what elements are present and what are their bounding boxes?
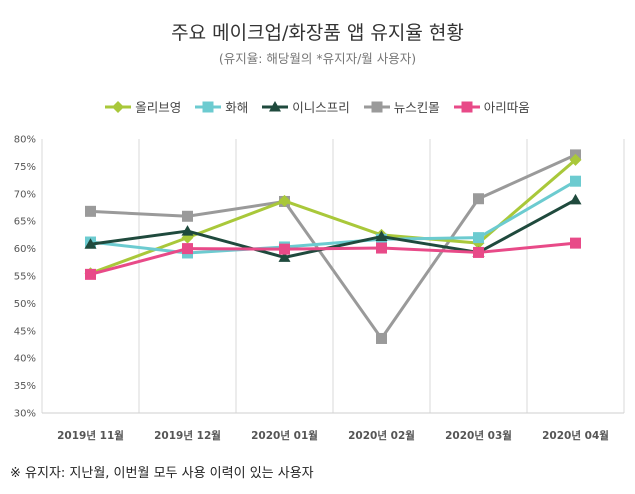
x-tick-label: 2020년 04월 [542, 429, 609, 442]
y-tick-label: 65% [14, 217, 36, 228]
legend-swatch-marker [461, 101, 473, 112]
y-tick-label: 45% [14, 326, 36, 337]
data-point [570, 237, 581, 249]
data-point [279, 243, 290, 255]
x-tick-label: 2020년 03월 [445, 429, 512, 442]
x-tick-label: 2019년 12월 [154, 429, 221, 442]
legend-label: 올리브영 [135, 100, 182, 115]
data-point [570, 175, 581, 187]
y-tick-label: 80% [14, 135, 36, 146]
legend-swatch-icon [453, 101, 480, 112]
legend-swatch-icon [105, 100, 132, 113]
legend-label: 아리따움 [483, 100, 530, 115]
data-point [376, 242, 387, 254]
data-point [85, 205, 96, 217]
data-point [84, 238, 97, 249]
y-tick-label: 70% [14, 189, 36, 200]
legend-item: 아리따움 [453, 97, 530, 116]
legend-swatch-marker [202, 101, 214, 112]
data-point [473, 246, 484, 258]
y-tick-label: 50% [14, 299, 36, 310]
data-point [473, 232, 484, 244]
legend-label: 이니스프리 [292, 100, 350, 115]
data-point [473, 193, 484, 205]
series-line [90, 179, 577, 255]
data-point [569, 153, 582, 166]
y-tick-label: 75% [14, 162, 36, 173]
y-tick-label: 55% [14, 272, 36, 283]
series-line [90, 241, 576, 276]
data-point [182, 243, 193, 255]
legend-label: 뉴스킨몰 [393, 100, 440, 115]
legend-item: 이니스프리 [262, 97, 350, 116]
x-tick-label: 2020년 01월 [251, 429, 318, 442]
y-tick-label: 40% [14, 354, 36, 365]
y-tick-label: 35% [14, 381, 36, 392]
footnote: ※ 유지자: 지난월, 이번월 모두 사용 이력이 있는 사용자 [10, 466, 314, 481]
legend-swatch-marker [269, 100, 282, 111]
y-tick-label: 30% [14, 409, 36, 420]
data-point [278, 251, 291, 262]
legend-item: 화해 [195, 97, 248, 116]
legend-swatch-icon [363, 101, 390, 112]
x-tick-label: 2019년 11월 [57, 429, 124, 442]
legend-item: 뉴스킨몰 [363, 97, 440, 116]
y-tick-label: 60% [14, 244, 36, 255]
legend-item: 올리브영 [105, 97, 181, 116]
legend-label: 화해 [225, 100, 249, 115]
series-line [90, 198, 577, 259]
data-point [182, 210, 193, 222]
legend-swatch-icon [262, 100, 289, 111]
data-point [278, 194, 291, 207]
legend-swatch-icon [195, 101, 222, 112]
series-line [90, 153, 577, 340]
x-tick-label: 2020년 02월 [348, 429, 415, 442]
data-point [181, 225, 194, 236]
legend-swatch-marker [112, 100, 125, 113]
chart-legend: 올리브영 화해 이니스프리 뉴스킨몰 아리따움 [0, 97, 635, 116]
data-point [85, 268, 96, 280]
chart-title: 주요 메이크업/화장품 앱 유지율 현황 [171, 22, 464, 44]
data-point [376, 332, 387, 344]
data-point [569, 193, 582, 205]
legend-swatch-marker [371, 101, 383, 112]
data-point [375, 230, 388, 242]
chart-subtitle: (유지율: 해당월의 *유지자/월 사용자) [218, 51, 417, 66]
